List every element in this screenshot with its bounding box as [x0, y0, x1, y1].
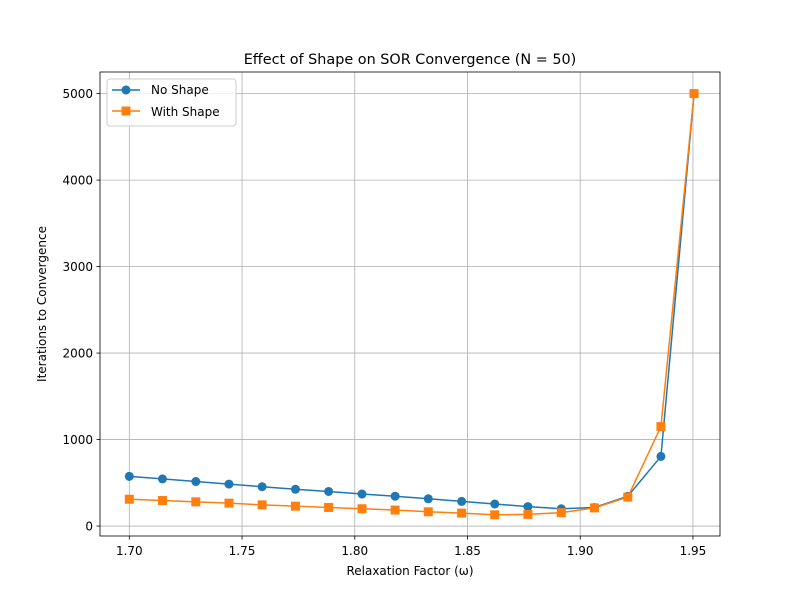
x-tick-label: 1.95: [680, 544, 707, 558]
y-tick-label: 0: [85, 520, 93, 534]
data-point-with-shape: [191, 497, 201, 507]
y-axis-label: Iterations to Convergence: [35, 226, 49, 382]
x-tick-label: 1.80: [341, 544, 368, 558]
data-point-no-shape: [390, 491, 400, 501]
data-point-no-shape: [357, 489, 367, 499]
x-tick-label: 1.85: [454, 544, 481, 558]
data-point-with-shape: [124, 494, 134, 504]
x-axis-label: Relaxation Factor (ω): [346, 564, 473, 578]
grid: [100, 72, 720, 536]
x-tick-label: 1.70: [116, 544, 143, 558]
data-point-no-shape: [423, 494, 433, 504]
x-tick-label: 1.75: [229, 544, 256, 558]
data-point-with-shape: [623, 492, 633, 502]
y-tick-label: 3000: [62, 260, 93, 274]
legend-marker-with-shape: [121, 106, 131, 116]
data-point-with-shape: [257, 500, 267, 510]
plot-frame: [99, 71, 721, 537]
data-point-with-shape: [157, 496, 167, 506]
legend: No Shape With Shape: [106, 78, 237, 127]
legend-label-no-shape: No Shape: [151, 83, 209, 97]
data-point-with-shape: [556, 508, 566, 518]
data-point-with-shape: [656, 422, 666, 432]
data-point-with-shape: [324, 502, 334, 512]
data-point-with-shape: [689, 89, 699, 99]
data-point-no-shape: [124, 471, 134, 481]
data-point-no-shape: [490, 499, 500, 509]
data-point-with-shape: [357, 504, 367, 514]
data-point-no-shape: [290, 484, 300, 494]
y-tick-label: 5000: [62, 87, 93, 101]
data-point-with-shape: [490, 510, 500, 520]
x-tick-label: 1.90: [567, 544, 594, 558]
data-point-no-shape: [224, 479, 234, 489]
data-point-no-shape: [257, 482, 267, 492]
data-point-no-shape: [157, 474, 167, 484]
legend-label-with-shape: With Shape: [151, 105, 220, 119]
data-point-with-shape: [423, 507, 433, 517]
series-layer: [124, 89, 699, 520]
legend-marker-no-shape: [121, 85, 131, 95]
y-tick-label: 2000: [62, 347, 93, 361]
y-tick-label: 4000: [62, 174, 93, 188]
ticks: 1.70 1.75 1.80 1.85 1.90 1.95 0 1000 2000 3000 400…: [62, 87, 706, 558]
data-point-no-shape: [656, 451, 666, 461]
data-point-no-shape: [191, 477, 201, 487]
data-point-with-shape: [390, 505, 400, 515]
data-point-no-shape: [523, 502, 533, 512]
data-point-with-shape: [290, 501, 300, 511]
data-point-no-shape: [324, 486, 334, 496]
data-point-with-shape: [523, 509, 533, 519]
data-point-with-shape: [457, 508, 467, 518]
data-point-with-shape: [224, 498, 234, 508]
data-point-no-shape: [457, 496, 467, 506]
chart-title: Effect of Shape on SOR Convergence (N = …: [244, 52, 577, 68]
series-line-with-shape: [129, 93, 695, 516]
y-tick-label: 1000: [62, 433, 93, 447]
data-point-with-shape: [589, 503, 599, 513]
